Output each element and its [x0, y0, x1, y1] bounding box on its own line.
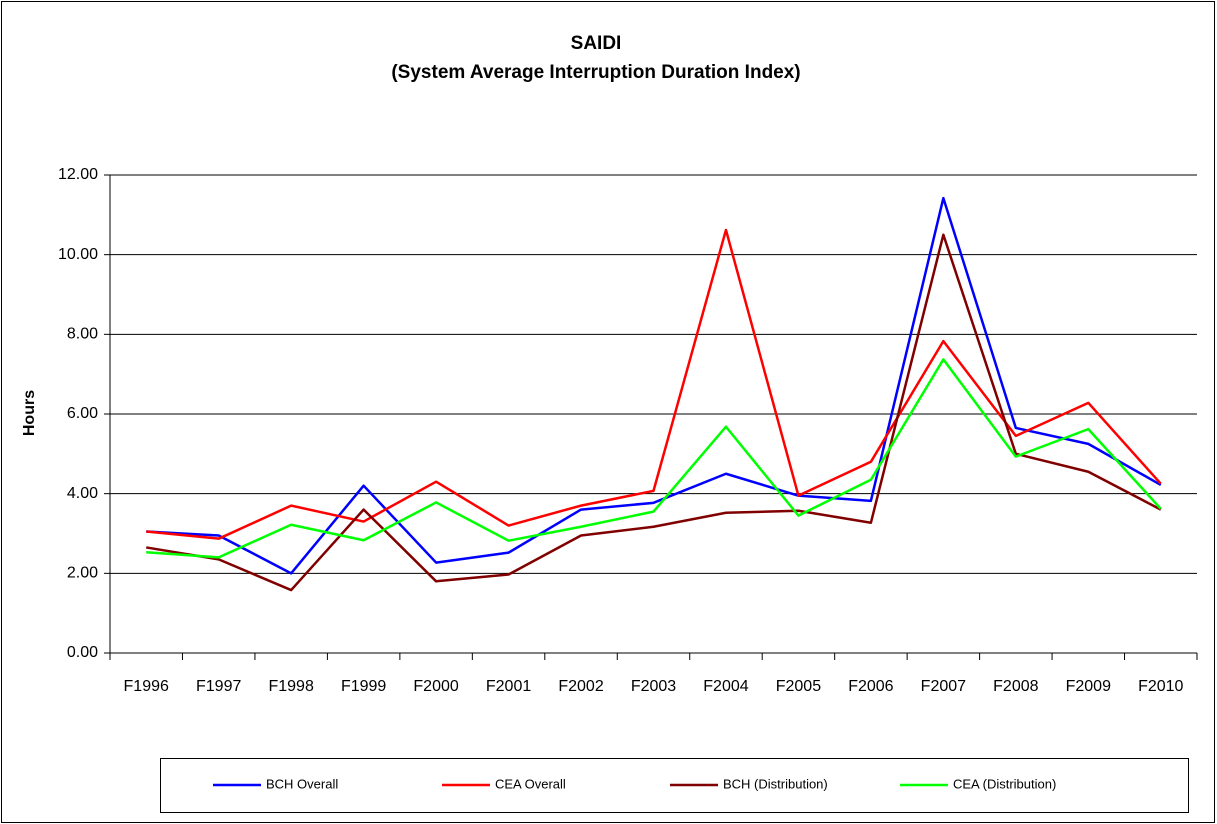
x-tick-label: F2008 — [993, 678, 1038, 695]
series-line — [146, 228, 1162, 540]
x-tick-label: F2002 — [558, 678, 603, 695]
y-tick-label: 12.00 — [58, 166, 98, 183]
series-line — [146, 196, 1162, 575]
x-tick-label: F2004 — [703, 678, 748, 695]
y-tick-label: 2.00 — [67, 565, 98, 582]
y-tick-label: 10.00 — [58, 246, 98, 263]
chart-subtitle: (System Average Interruption Duration In… — [391, 62, 800, 83]
x-tick-label: F2007 — [921, 678, 966, 695]
series-line — [146, 358, 1162, 559]
chart-title: SAIDI — [571, 33, 622, 54]
legend-label: BCH Overall — [266, 776, 338, 791]
x-tick-label: F1997 — [196, 678, 241, 695]
x-tick-label: F2000 — [413, 678, 458, 695]
x-tick-label: F2005 — [776, 678, 821, 695]
x-tick-label: F2009 — [1066, 678, 1111, 695]
x-tick-label: F2001 — [486, 678, 531, 695]
legend-label: CEA Overall — [495, 776, 566, 791]
y-tick-label: 6.00 — [67, 405, 98, 422]
x-tick-label: F2003 — [631, 678, 676, 695]
x-tick-label: F1998 — [268, 678, 313, 695]
legend-label: BCH (Distribution) — [723, 776, 828, 791]
y-axis-label: Hours — [21, 390, 38, 436]
y-tick-label: 8.00 — [67, 326, 98, 343]
y-tick-label: 0.00 — [67, 644, 98, 661]
y-tick-label: 4.00 — [67, 485, 98, 502]
series-line — [146, 233, 1162, 592]
x-tick-label: F1999 — [341, 678, 386, 695]
x-tick-label: F2006 — [848, 678, 893, 695]
x-tick-label: F1996 — [124, 678, 169, 695]
x-tick-label: F2010 — [1138, 678, 1183, 695]
legend-label: CEA (Distribution) — [953, 776, 1056, 791]
